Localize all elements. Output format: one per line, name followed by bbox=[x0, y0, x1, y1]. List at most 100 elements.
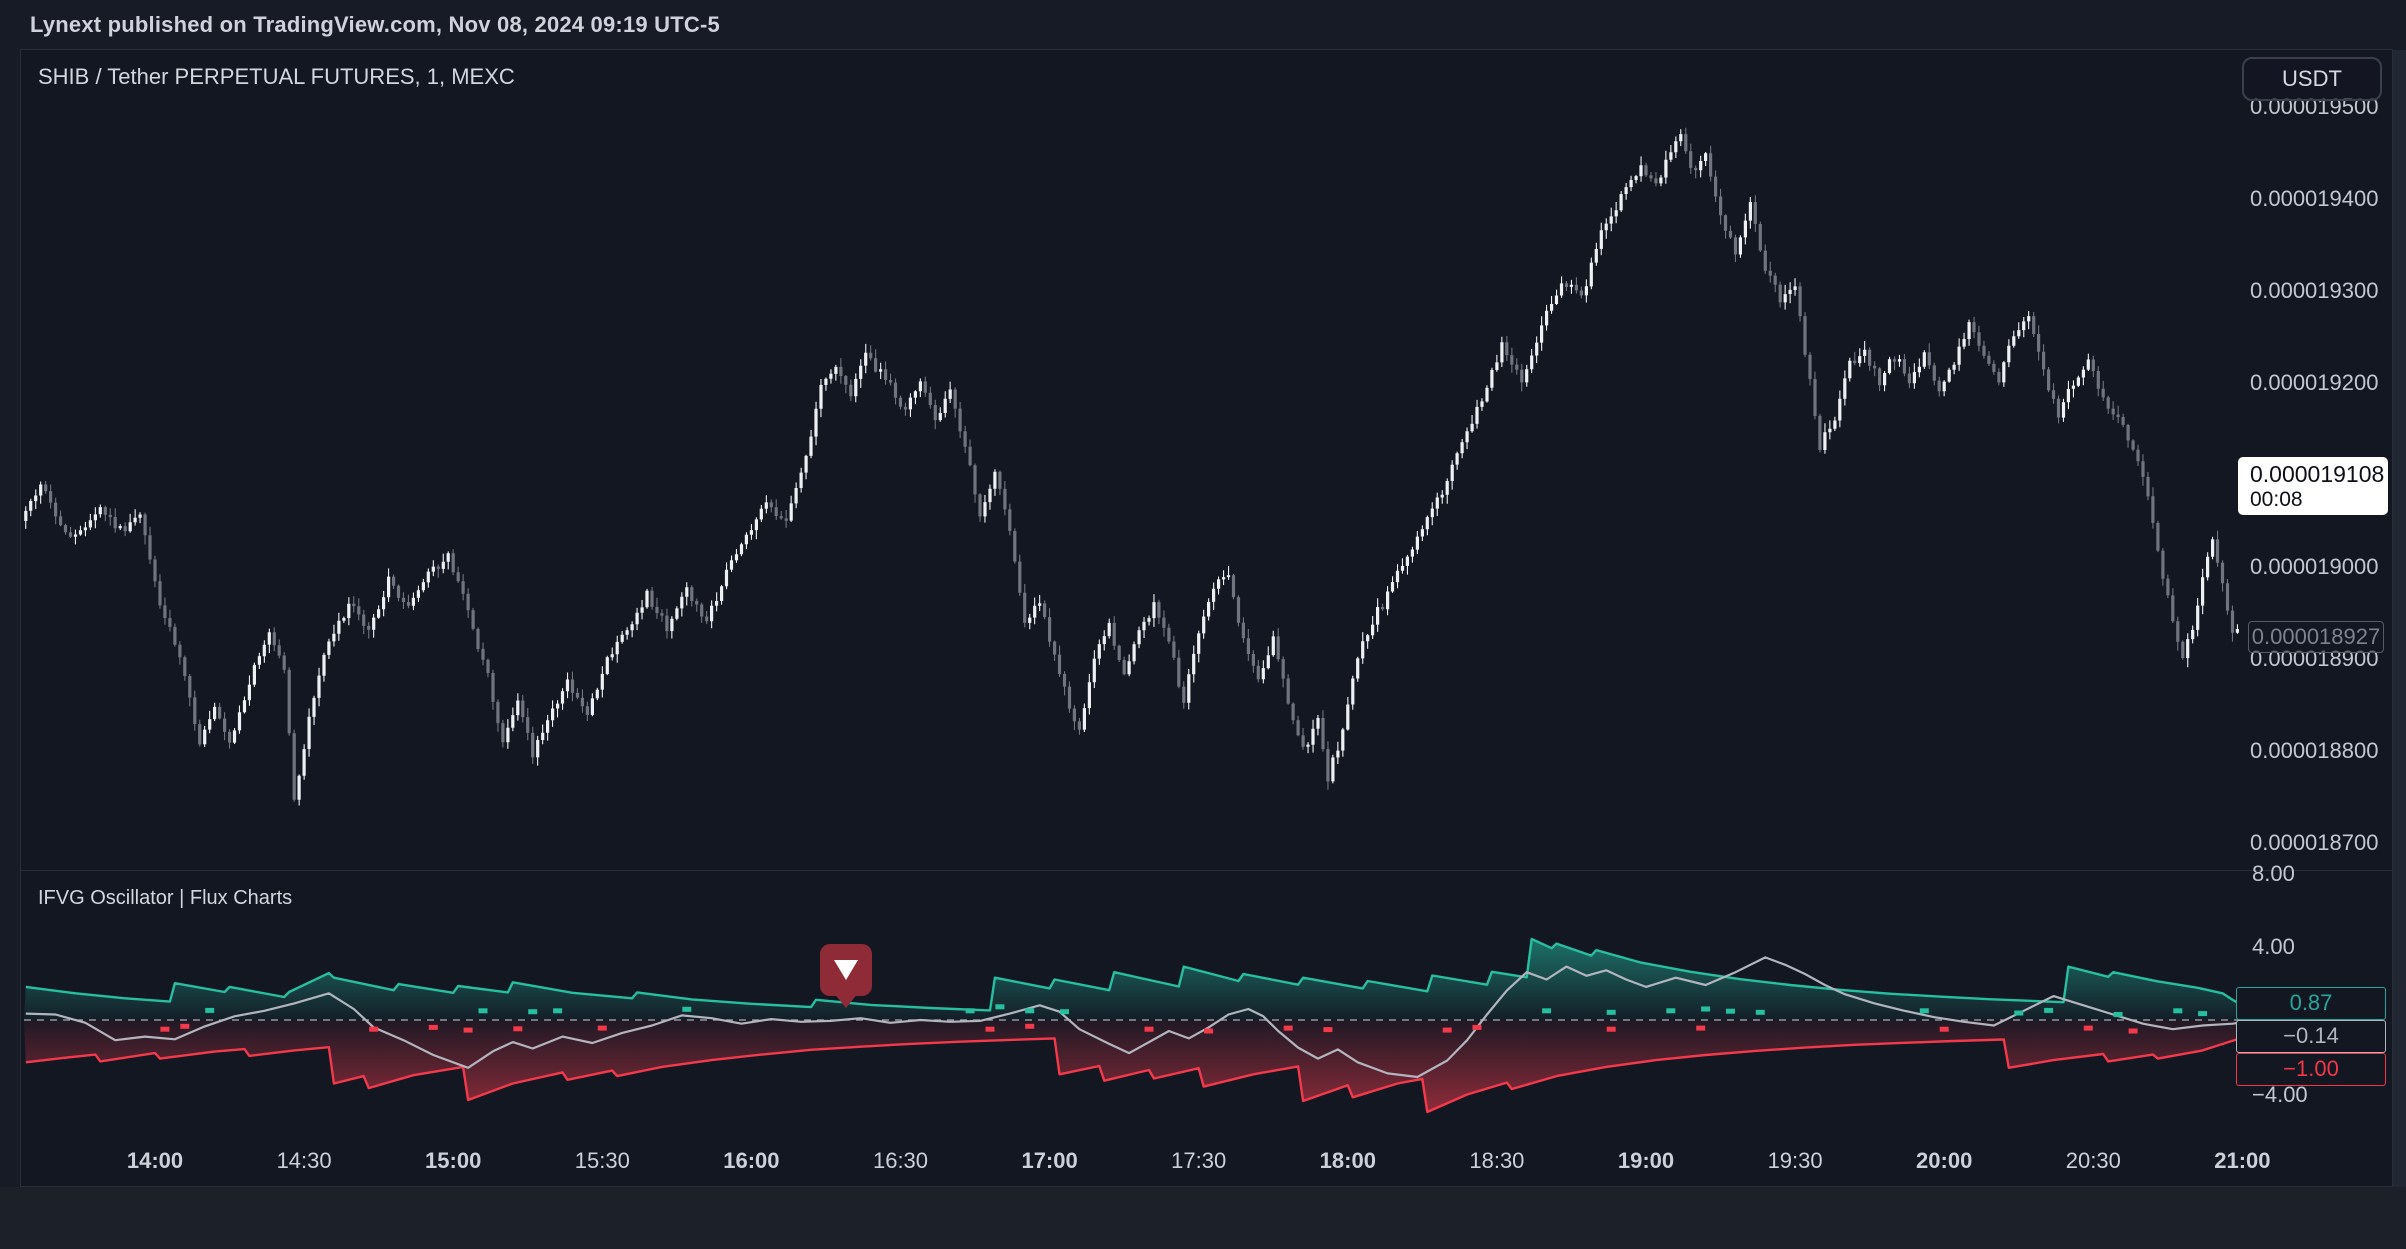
indicator-title: IFVG Oscillator | Flux Charts bbox=[38, 887, 293, 909]
bearish-line bbox=[25, 1037, 2241, 1114]
bullish-ifvg-dash bbox=[1666, 1008, 1676, 1014]
time-axis-label: 17:00 bbox=[1021, 1148, 1078, 1173]
publish-text: Lynext published on TradingView.com, Nov… bbox=[30, 12, 720, 37]
bullish-line bbox=[25, 937, 2241, 1012]
oscillator-axis-label: 8.00 bbox=[2252, 860, 2295, 886]
price-axis-label: 0.000018700 bbox=[2250, 830, 2379, 855]
bearish-ifvg-dash bbox=[463, 1027, 473, 1033]
oscillator-series bbox=[24, 937, 2241, 1114]
time-axis-label: 19:00 bbox=[1617, 1148, 1675, 1173]
bearish-ifvg-dash bbox=[428, 1024, 438, 1030]
time-axis-label: 19:30 bbox=[1767, 1148, 1823, 1173]
bullish-ifvg-dash bbox=[1755, 1009, 1765, 1015]
oscillator-value-label: −1.00 bbox=[2236, 1052, 2386, 1086]
bullish-ifvg-dash bbox=[1060, 1009, 1069, 1015]
currency-unit-button[interactable]: USDT bbox=[2242, 57, 2382, 101]
bullish-ifvg-dash bbox=[1701, 1006, 1711, 1012]
bullish-ifvg-dash bbox=[682, 1006, 692, 1012]
bullish-ifvg-dash bbox=[553, 1008, 563, 1014]
bearish-ifvg-dash bbox=[513, 1026, 523, 1032]
candles bbox=[45, 127, 2233, 802]
prev-close-price-label: 0.000018927 bbox=[2248, 621, 2384, 653]
symbol-title: SHIB / Tether PERPETUAL FUTURES, 1, MEXC bbox=[38, 64, 515, 89]
time-axis-label: 18:30 bbox=[1469, 1148, 1525, 1173]
bullish-ifvg-dash bbox=[205, 1007, 215, 1013]
time-axis-label: 21:00 bbox=[2214, 1148, 2271, 1173]
bullish-ifvg-dash bbox=[995, 1004, 1005, 1010]
bearish-ifvg-dash bbox=[2083, 1025, 2093, 1031]
bottom-bar: TradingView bbox=[0, 1187, 2406, 1249]
price-axis-label: 0.000019300 bbox=[2250, 278, 2379, 303]
bullish-ifvg-dash bbox=[2173, 1008, 2183, 1014]
bullish-ifvg-dash bbox=[1025, 1008, 1035, 1014]
time-axis-label: 18:00 bbox=[1319, 1148, 1376, 1173]
publish-header: Lynext published on TradingView.com, Nov… bbox=[0, 0, 2406, 50]
bearish-ifvg-dash bbox=[1939, 1026, 1949, 1032]
oscillator-value-label: 0.87 bbox=[2236, 986, 2386, 1020]
time-axis-label: 14:00 bbox=[126, 1148, 184, 1173]
bullish-area bbox=[24, 939, 2240, 1020]
price-axis-label: 0.000019400 bbox=[2250, 186, 2379, 211]
marker-pin-tail bbox=[832, 992, 859, 1008]
frame-border-right bbox=[2392, 49, 2393, 1187]
candles bbox=[24, 134, 2240, 800]
candlestick-series bbox=[24, 127, 2240, 806]
bearish-ifvg-dash bbox=[1144, 1026, 1154, 1032]
bar-close-countdown: 00:08 bbox=[2250, 488, 2303, 511]
bearish-ifvg-dash bbox=[985, 1026, 995, 1032]
bearish-ifvg-dash bbox=[180, 1023, 190, 1029]
oscillator-axis-label: 4.00 bbox=[2252, 934, 2295, 960]
bullish-ifvg-dash bbox=[2113, 1012, 2123, 1017]
price-scale-gutter[interactable] bbox=[2392, 50, 2406, 1187]
bearish-ifvg-dash bbox=[1283, 1025, 1293, 1031]
bullish-ifvg-dash bbox=[2198, 1011, 2208, 1017]
bullish-ifvg-dash bbox=[965, 1008, 975, 1014]
price-axis-label: 0.000019000 bbox=[2250, 554, 2379, 579]
down-triangle-icon bbox=[833, 960, 858, 980]
price-axis-label: 0.000018800 bbox=[2250, 738, 2379, 763]
pane-separator[interactable] bbox=[21, 870, 2392, 871]
last-price-label: 0.000019108 00:08 bbox=[2238, 457, 2388, 515]
candles bbox=[25, 129, 2239, 806]
bullish-ifvg-dash bbox=[1542, 1008, 1552, 1014]
bearish-ifvg-dash bbox=[1323, 1027, 1333, 1033]
bearish-area bbox=[24, 1020, 2240, 1112]
bearish-ifvg-dash bbox=[1472, 1024, 1482, 1030]
time-axis-label: 15:00 bbox=[425, 1148, 482, 1173]
frame-border-top bbox=[20, 49, 2393, 50]
bearish-ifvg-dash bbox=[1204, 1028, 1214, 1034]
time-axis-label: 16:30 bbox=[872, 1148, 929, 1173]
signal-line bbox=[25, 956, 2241, 1079]
frame-border-left bbox=[20, 49, 21, 1187]
time-axis[interactable]: 14:00 14:30 15:00 15:30 16:00 16:30 17:00 17:30… bbox=[21, 1140, 2326, 1186]
bearish-ifvg-dash bbox=[2128, 1028, 2138, 1034]
time-axis-label: 17:30 bbox=[1171, 1148, 1227, 1173]
bearish-ifvg-dash bbox=[160, 1026, 170, 1032]
time-axis-label: 16:00 bbox=[723, 1148, 780, 1173]
oscillator-value-label: −0.14 bbox=[2236, 1019, 2386, 1053]
frame-border-bottom bbox=[20, 1186, 2393, 1187]
bullish-ifvg-dash bbox=[1606, 1009, 1616, 1015]
candles bbox=[44, 134, 2235, 800]
bearish-ifvg-dash bbox=[1606, 1026, 1616, 1032]
bearish-ifvg-dash bbox=[369, 1026, 379, 1032]
bearish-ifvg-dash bbox=[1696, 1025, 1706, 1031]
bullish-ifvg-dash bbox=[2044, 1007, 2054, 1013]
price-axis-label: 0.000019500 bbox=[2250, 94, 2379, 119]
time-axis-label: 20:30 bbox=[2065, 1148, 2121, 1173]
left-gutter bbox=[0, 50, 20, 1187]
bearish-ifvg-dash bbox=[597, 1025, 607, 1031]
bearish-ifvg-dash bbox=[1442, 1027, 1452, 1033]
bullish-ifvg-dash bbox=[2014, 1010, 2024, 1016]
bullish-ifvg-dash bbox=[1726, 1008, 1735, 1014]
bearish-signal-marker[interactable] bbox=[819, 944, 872, 1008]
time-axis-label: 20:00 bbox=[1916, 1148, 1973, 1173]
price-axis-label: 0.000019200 bbox=[2250, 370, 2379, 395]
time-axis-label: 15:30 bbox=[574, 1148, 630, 1173]
bearish-ifvg-dash bbox=[1025, 1023, 1035, 1029]
bullish-ifvg-dash bbox=[478, 1008, 488, 1014]
bullish-ifvg-dash bbox=[528, 1009, 538, 1015]
time-axis-label: 14:30 bbox=[276, 1148, 332, 1173]
